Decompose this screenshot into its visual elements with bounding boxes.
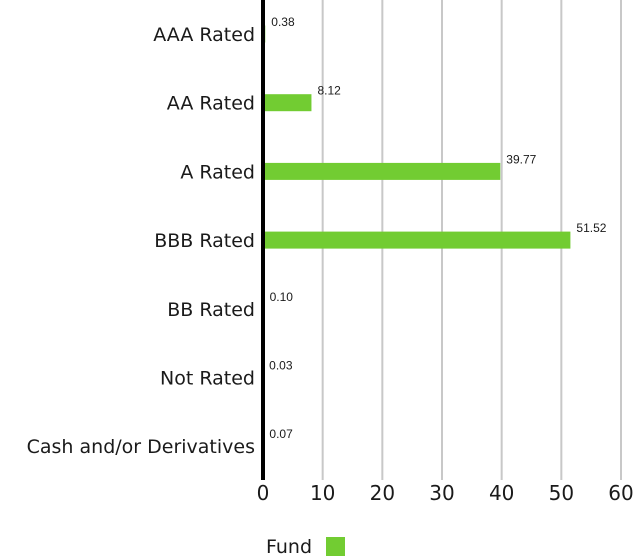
x-tick-label: 10 (310, 481, 335, 505)
legend-label-fund: Fund (266, 536, 312, 556)
category-label: Cash and/or Derivatives (27, 436, 255, 458)
category-labels: AAA Rated AA Rated A Rated BBB Rated BB Rate… (27, 24, 255, 458)
x-tick-label: 20 (370, 481, 395, 505)
category-label: AA Rated (167, 93, 255, 115)
bar (263, 94, 312, 112)
data-label: 0.03 (269, 359, 293, 373)
data-labels: 0.38 8.12 39.77 51.52 0.10 0.03 0.07 (269, 15, 607, 441)
legend-swatch-fund (326, 537, 345, 556)
x-tick-label: 30 (429, 481, 454, 505)
x-tick-label: 60 (608, 481, 633, 505)
data-label: 8.12 (317, 84, 341, 98)
x-tick-label: 50 (549, 481, 574, 505)
data-label: 0.10 (270, 290, 294, 304)
bar (263, 231, 571, 249)
category-label: A Rated (180, 161, 255, 183)
category-label: BBB Rated (154, 230, 255, 252)
bars (263, 25, 571, 455)
data-label: 0.38 (271, 15, 295, 29)
data-label: 39.77 (506, 152, 536, 166)
x-tick-labels: 0 10 20 30 40 50 60 (257, 481, 634, 505)
category-label: BB Rated (167, 299, 255, 321)
x-tick-label: 40 (489, 481, 514, 505)
category-label: Not Rated (160, 368, 255, 390)
legend: Fund (266, 536, 345, 556)
data-label: 51.52 (576, 221, 606, 235)
category-label: AAA Rated (153, 24, 255, 46)
x-tick-label: 0 (257, 481, 270, 505)
bar (263, 162, 501, 180)
data-label: 0.07 (269, 427, 293, 441)
